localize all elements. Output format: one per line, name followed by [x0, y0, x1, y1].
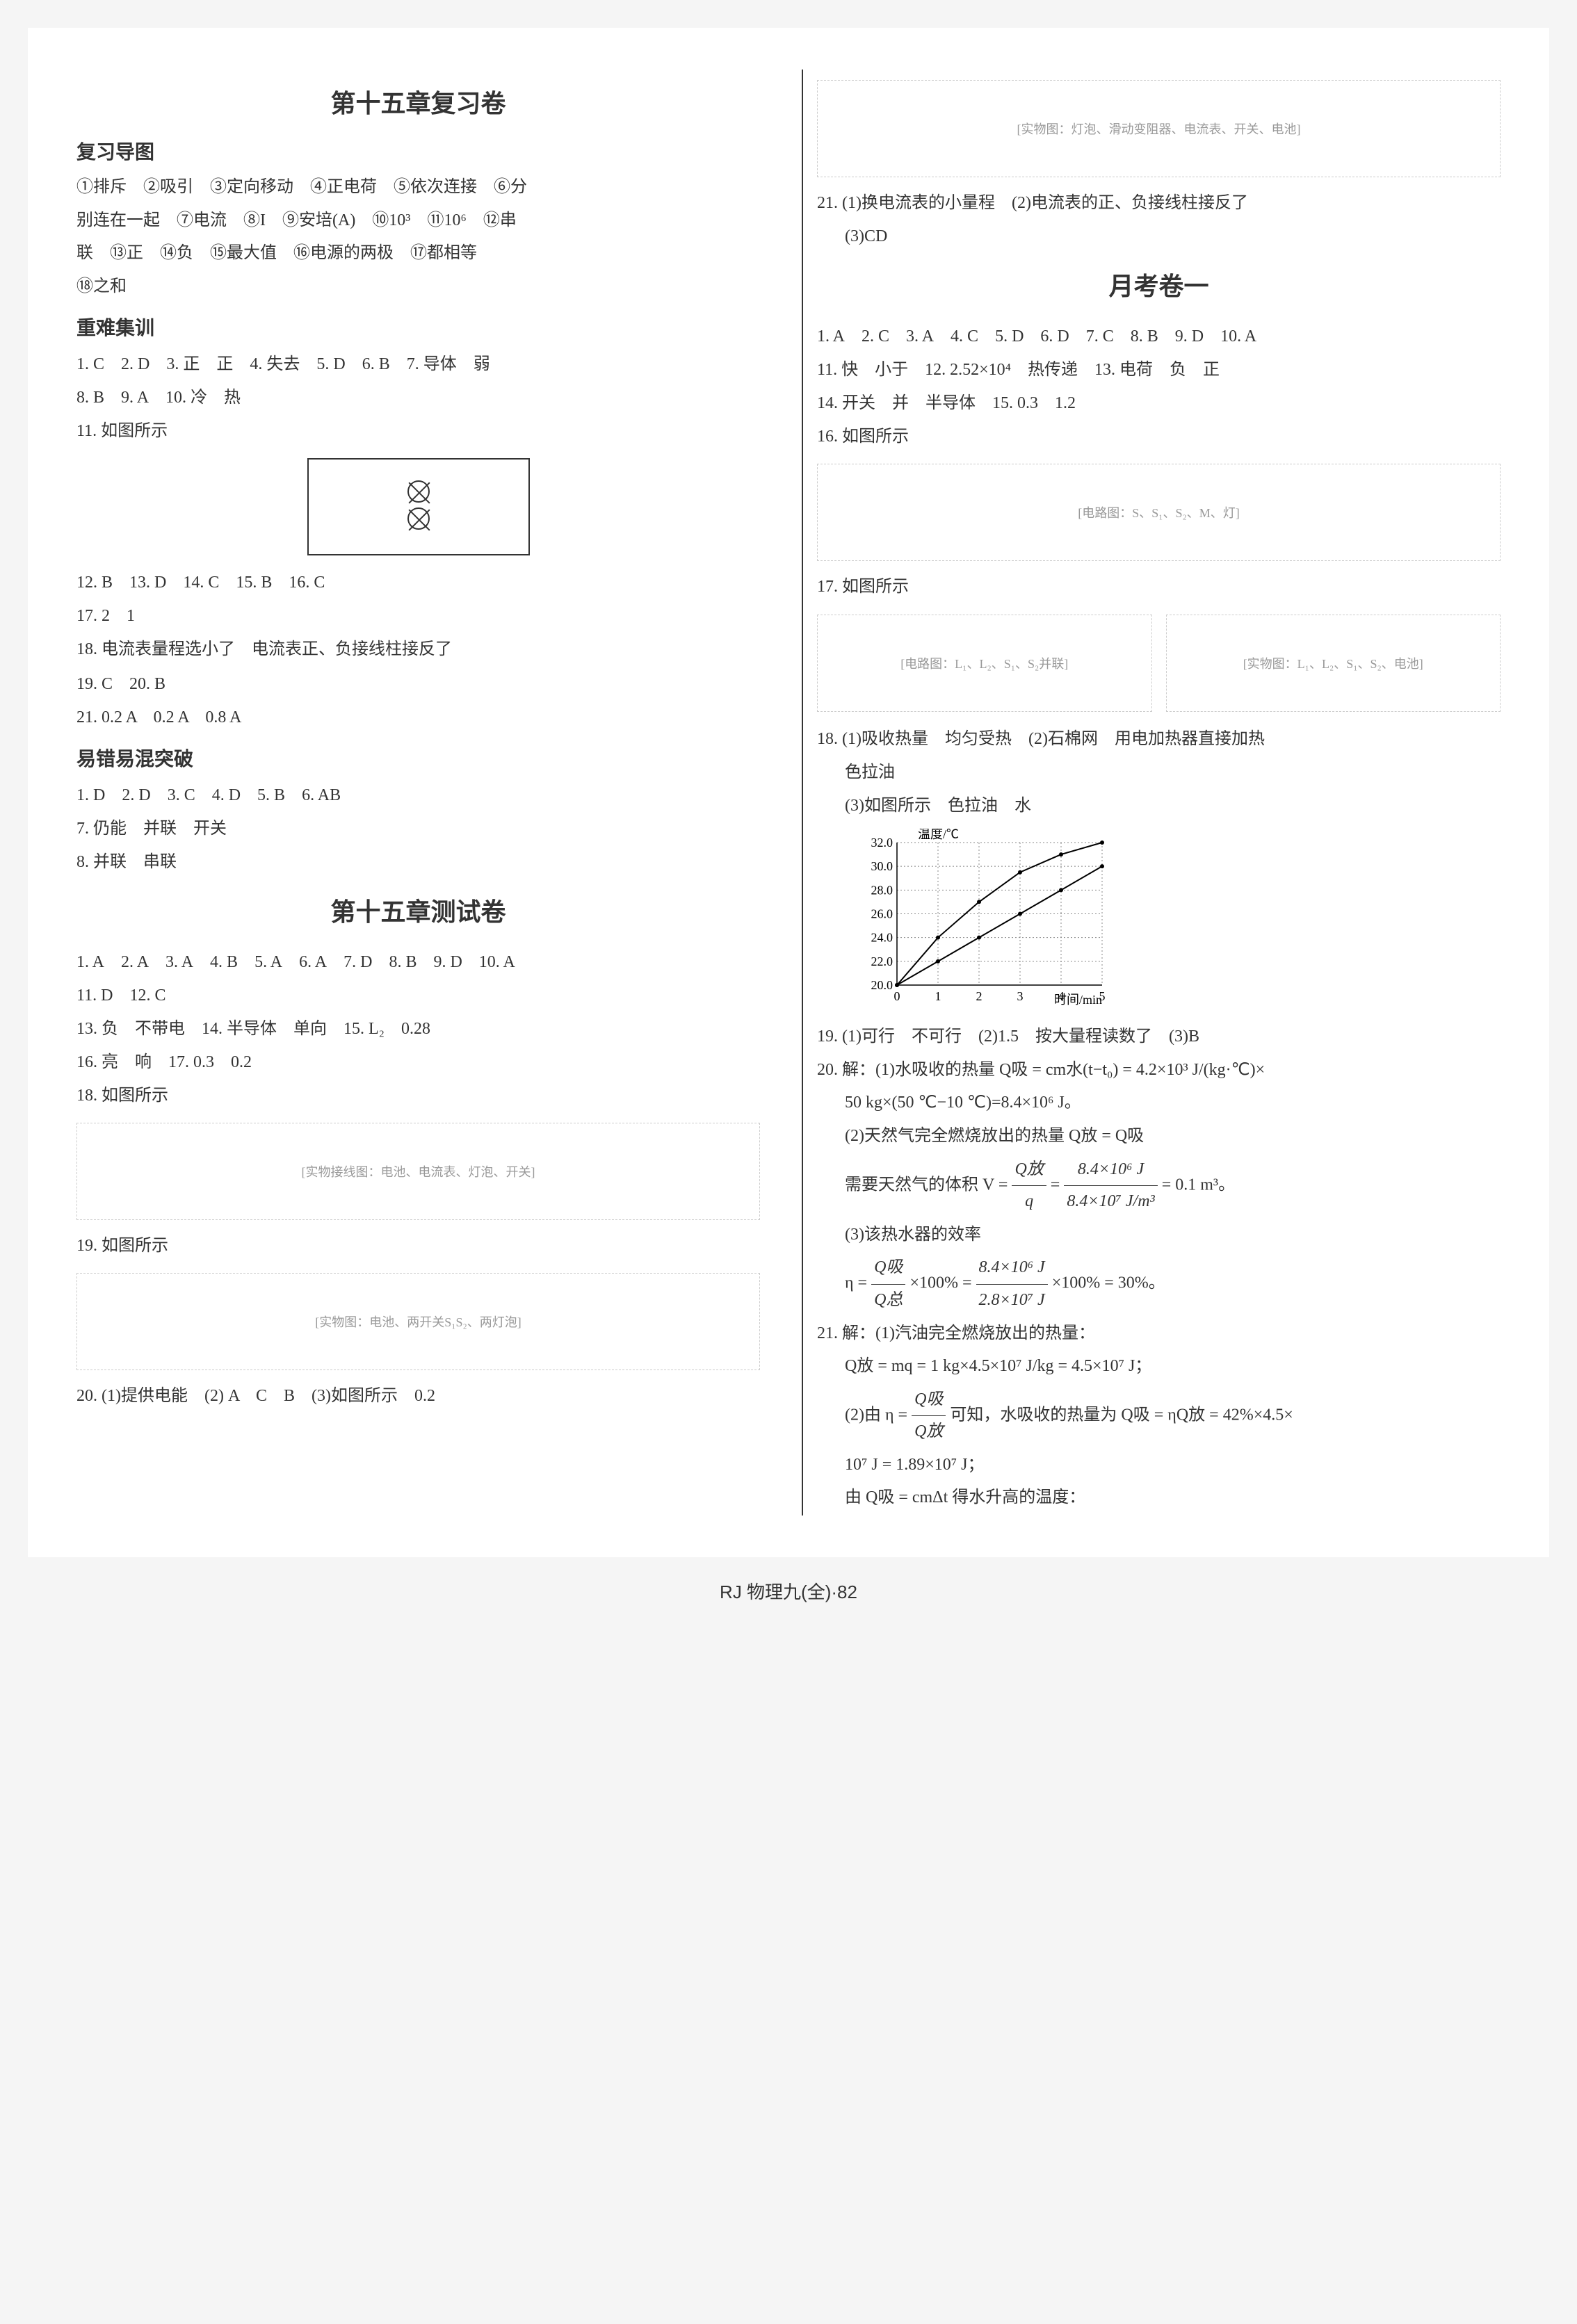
svg-text:温度/℃: 温度/℃ — [918, 829, 959, 841]
answer-row: 16. 如图所示 — [817, 421, 1501, 453]
svg-text:时间/min: 时间/min — [1054, 993, 1102, 1007]
answer-row: 12. B 13. D 14. C 15. B 16. C — [76, 566, 760, 599]
q17-label: 17. 如图所示 — [817, 571, 1501, 603]
review-map-line: ⑱之和 — [76, 271, 760, 303]
answer-row: 16. 亮 响 17. 0.3 0.2 — [76, 1046, 760, 1079]
svg-text:28.0: 28.0 — [871, 883, 893, 897]
svg-text:26.0: 26.0 — [871, 907, 893, 921]
circuit-diagram-q17b: [实物图：L₁、L₂、S₁、S₂、电池] — [1166, 615, 1501, 712]
q20-l3: (2)天然气完全燃烧放出的热量 Q放 = Q吸 — [817, 1121, 1501, 1153]
review-map-line: ①排斥 ②吸引 ③定向移动 ④正电荷 ⑤依次连接 ⑥分 — [76, 172, 760, 204]
q21-l2: Q放 = mq = 1 kg×4.5×10⁷ J/kg = 4.5×10⁷ J； — [817, 1351, 1501, 1383]
q18-line2: 色拉油 — [817, 757, 1501, 789]
answer-row: 19. C 20. B — [76, 667, 760, 701]
review-map-line: 联 ⑬正 ⑭负 ⑮最大值 ⑯电源的两极 ⑰都相等 — [76, 238, 760, 270]
key-training-heading: 重难集训 — [76, 313, 760, 341]
answer-row: 11. 如图所示 — [76, 414, 760, 448]
chapter15-test-title: 第十五章测试卷 — [76, 892, 760, 928]
answer-row: 7. 仍能 并联 开关 — [76, 813, 760, 845]
svg-text:30.0: 30.0 — [871, 859, 893, 873]
circuit-diagram-q17a: [电路图：L₁、L₂、S₁、S₂并联] — [817, 615, 1152, 712]
svg-text:1: 1 — [935, 989, 941, 1003]
answer-row: 11. 快 小于 12. 2.52×10⁴ 热传递 13. 电荷 负 正 — [817, 353, 1501, 387]
answer-row: 17. 2 1 — [76, 601, 760, 633]
answer-row: 1. A 2. A 3. A 4. B 5. A 6. A 7. D 8. B … — [76, 945, 760, 979]
circuit-diagram-q19: [实物图：电池、两开关S₁S₂、两灯泡] — [76, 1273, 760, 1370]
review-map-line: 别连在一起 ⑦电流 ⑧I ⑨安培(A) ⑩10³ ⑪10⁶ ⑫串 — [76, 205, 760, 237]
answer-row: 1. D 2. D 3. C 4. D 5. B 6. AB — [76, 779, 760, 812]
q21-l3: (2)由 η = Q吸Q放 可知，水吸收的热量为 Q吸 = ηQ放 = 42%×… — [817, 1384, 1501, 1448]
q21-line2: (3)CD — [817, 221, 1501, 253]
q19-line: 19. (1)可行 不可行 (2)1.5 按大量程读数了 (3)B — [817, 1021, 1501, 1053]
chapter15-review-title: 第十五章复习卷 — [76, 83, 760, 120]
q21-l5: 由 Q吸 = cmΔt 得水升高的温度： — [817, 1482, 1501, 1514]
circuit-diagram-q11 — [76, 458, 760, 555]
answer-row: 18. 电流表量程选小了 电流表正、负接线柱接反了 — [76, 634, 760, 666]
temperature-chart: 20.022.024.026.028.030.032.0012345温度/℃时间… — [859, 829, 1109, 1014]
answer-row: 1. A 2. C 3. A 4. C 5. D 6. D 7. C 8. B … — [817, 320, 1501, 353]
q20-l4: 需要天然气的体积 V = Q放q = 8.4×10⁶ J8.4×10⁷ J/m³… — [817, 1154, 1501, 1218]
svg-text:2: 2 — [976, 989, 982, 1003]
monthly-exam-title: 月考卷一 — [817, 266, 1501, 302]
answer-row: 1. C 2. D 3. 正 正 4. 失去 5. D 6. B 7. 导体 弱 — [76, 348, 760, 381]
answer-row: 18. 如图所示 — [76, 1080, 760, 1112]
q20-l2: 50 kg×(50 ℃−10 ℃)=8.4×10⁶ J。 — [817, 1087, 1501, 1119]
common-errors-heading: 易错易混突破 — [76, 744, 760, 772]
q18-line3: (3)如图所示 色拉油 水 — [817, 790, 1501, 822]
q20-l6: η = Q吸Q总 ×100% = 8.4×10⁶ J2.8×10⁷ J ×100… — [817, 1252, 1501, 1316]
q21-line: 21. (1)换电流表的小量程 (2)电流表的正、负接线柱接反了 — [817, 188, 1501, 220]
svg-text:20.0: 20.0 — [871, 978, 893, 992]
q18-line1: 18. (1)吸收热量 均匀受热 (2)石棉网 用电加热器直接加热 — [817, 724, 1501, 756]
circuit-diagram-q18: [实物接线图：电池、电流表、灯泡、开关] — [76, 1123, 760, 1220]
chart-svg: 20.022.024.026.028.030.032.0012345温度/℃时间… — [859, 829, 1109, 1009]
q20-label: 20. (1)提供电能 (2) A C B (3)如图所示 0.2 — [76, 1381, 760, 1413]
circuit-diagram-q16: [电路图：S、S₁、S₂、M、灯] — [817, 464, 1501, 561]
q19-label: 19. 如图所示 — [76, 1230, 760, 1262]
q21-l4: 10⁷ J = 1.89×10⁷ J； — [817, 1449, 1501, 1481]
right-column: [实物图：灯泡、滑动变阻器、电流表、开关、电池] 21. (1)换电流表的小量程… — [802, 70, 1514, 1516]
svg-text:0: 0 — [894, 989, 900, 1003]
q20-head: 20. 解：(1)水吸收的热量 Q吸 = cm水(t−t₀) = 4.2×10³… — [817, 1055, 1501, 1087]
circuit-diagram-top: [实物图：灯泡、滑动变阻器、电流表、开关、电池] — [817, 80, 1501, 177]
answer-row: 13. 负 不带电 14. 半导体 单向 15. L₂ 0.28 — [76, 1012, 760, 1046]
answer-row: 11. D 12. C — [76, 979, 760, 1012]
left-column: 第十五章复习卷 复习导图 ①排斥 ②吸引 ③定向移动 ④正电荷 ⑤依次连接 ⑥分… — [63, 70, 774, 1516]
answer-row: 14. 开关 并 半导体 15. 0.3 1.2 — [817, 387, 1501, 420]
answer-row: 8. B 9. A 10. 冷 热 — [76, 381, 760, 414]
page-footer: RJ 物理九(全)·82 — [28, 1578, 1549, 1604]
review-map-heading: 复习导图 — [76, 137, 760, 165]
svg-text:24.0: 24.0 — [871, 931, 893, 945]
q21-head: 21. 解：(1)汽油完全燃烧放出的热量： — [817, 1318, 1501, 1350]
answer-row: 21. 0.2 A 0.2 A 0.8 A — [76, 702, 760, 734]
svg-text:3: 3 — [1017, 989, 1024, 1003]
answer-row: 8. 并联 串联 — [76, 847, 760, 879]
svg-text:22.0: 22.0 — [871, 954, 893, 968]
q20-l5: (3)该热水器的效率 — [817, 1219, 1501, 1251]
svg-text:32.0: 32.0 — [871, 836, 893, 850]
